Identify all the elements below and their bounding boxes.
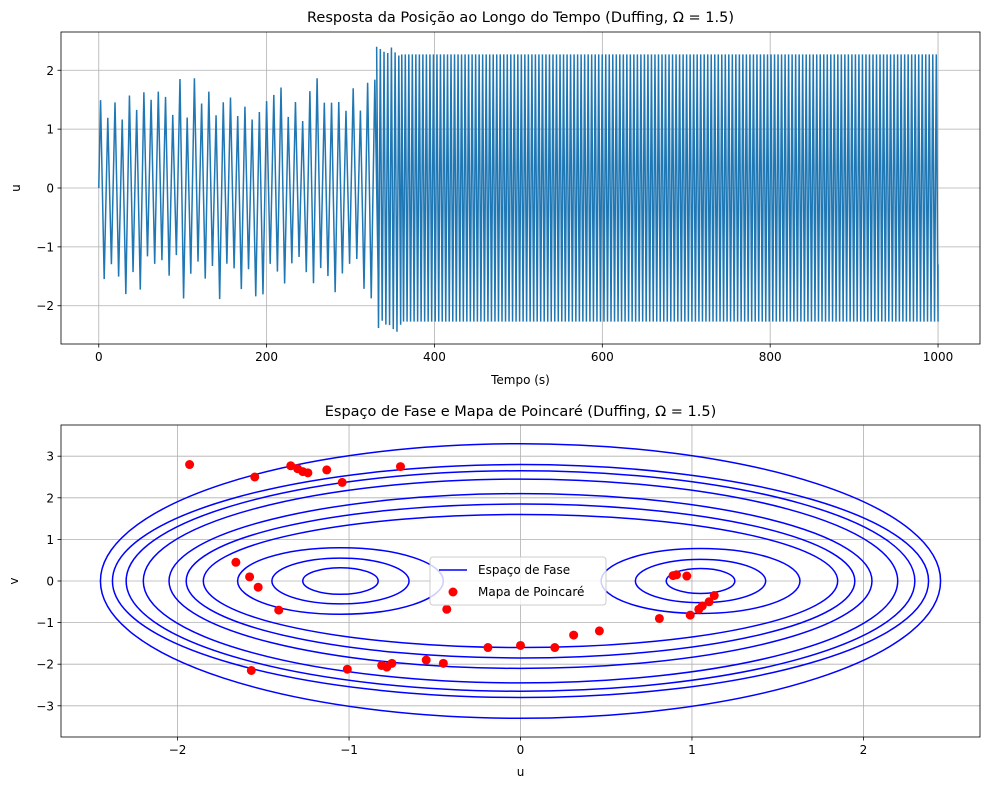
poincare-point — [438, 658, 448, 668]
y-tick-label: 0 — [46, 182, 54, 196]
x-axis-label: u — [517, 765, 525, 779]
y-tick-label: 0 — [46, 575, 54, 589]
poincare-point — [550, 643, 560, 653]
legend-entry-poincare-map: Mapa de Poincaré — [478, 585, 584, 599]
poincare-point — [387, 658, 397, 668]
poincare-point — [704, 597, 714, 607]
x-tick-label: 200 — [255, 350, 278, 364]
poincare-point — [569, 630, 579, 640]
phase-space-series — [99, 442, 942, 720]
poincare-point — [685, 610, 695, 620]
x-tick-label: −1 — [340, 743, 358, 757]
y-axis-ticks: 2 1 0 −1 −2 — [36, 64, 61, 313]
position-series-line — [98, 46, 939, 332]
x-axis-label: Tempo (s) — [490, 373, 550, 387]
y-tick-label: 3 — [46, 450, 54, 464]
legend: Espaço de Fase Mapa de Poincaré — [429, 556, 607, 606]
phase-orbit — [142, 478, 899, 684]
poincare-map-series — [185, 460, 719, 675]
time-response-plot: 0 200 400 600 800 1000 2 1 0 −1 −2 Resposta da Po… — [9, 10, 981, 387]
x-axis-ticks: 0 200 400 600 800 1000 — [95, 344, 953, 364]
y-tick-label: −1 — [36, 616, 54, 630]
chart-title: Resposta da Posição ao Longo do Tempo (D… — [307, 10, 734, 26]
phase-orbit — [111, 463, 930, 699]
poincare-point — [516, 640, 525, 650]
poincare-point — [250, 472, 260, 482]
phase-orbit — [99, 442, 942, 720]
y-tick-label: −1 — [36, 240, 54, 254]
phase-orbit — [125, 470, 916, 692]
x-axis-ticks: −2 −1 0 1 2 — [169, 737, 867, 757]
poincare-point — [594, 626, 604, 636]
x-tick-label: 2 — [860, 743, 868, 757]
poincare-point — [245, 572, 255, 582]
y-axis-ticks: 3 2 1 0 −1 −2 −3 — [36, 450, 61, 713]
x-tick-label: 800 — [759, 350, 782, 364]
y-tick-label: 2 — [46, 491, 54, 505]
poincare-point — [682, 571, 692, 581]
poincare-point — [709, 591, 719, 601]
x-tick-label: 1000 — [923, 350, 954, 364]
legend-marker-swatch — [448, 587, 458, 597]
poincare-point — [274, 605, 284, 615]
phase-space-plot: −2 −1 0 1 2 3 2 1 0 −1 −2 −3 Espaço de Fase Mapa d… — [7, 404, 981, 779]
legend-box — [429, 556, 607, 606]
phase-orbit — [302, 566, 379, 596]
phase-orbit — [168, 492, 873, 670]
poincare-point — [442, 604, 452, 614]
poincare-point — [246, 665, 256, 675]
poincare-point — [672, 570, 682, 580]
poincare-point — [395, 462, 405, 472]
y-tick-label: −2 — [36, 658, 54, 672]
poincare-point — [231, 557, 241, 567]
y-tick-label: 1 — [46, 533, 54, 547]
y-axis-label: u — [9, 184, 23, 192]
poincare-point — [322, 465, 332, 475]
phase-orbit — [271, 557, 410, 605]
poincare-point — [421, 655, 431, 665]
legend-entry-phase-space: Espaço de Fase — [478, 563, 570, 577]
poincare-point — [654, 613, 664, 623]
y-tick-label: −2 — [36, 299, 54, 313]
poincare-point — [483, 643, 493, 653]
y-tick-label: 1 — [46, 123, 54, 137]
y-tick-label: −3 — [36, 699, 54, 713]
plot-area — [98, 46, 939, 332]
poincare-point — [697, 601, 707, 611]
chart-title: Espaço de Fase e Mapa de Poincaré (Duffi… — [325, 404, 717, 420]
x-tick-label: 0 — [95, 350, 103, 364]
phase-orbit — [185, 503, 856, 659]
poincare-point — [185, 460, 195, 470]
poincare-point — [286, 461, 296, 471]
poincare-point — [337, 477, 347, 487]
y-axis-label: v — [7, 577, 21, 584]
poincare-point — [253, 582, 263, 592]
poincare-point — [303, 468, 313, 478]
poincare-point — [342, 664, 352, 674]
x-tick-label: 400 — [423, 350, 446, 364]
grid — [61, 425, 980, 737]
x-tick-label: 600 — [591, 350, 614, 364]
y-tick-label: 2 — [46, 64, 54, 78]
x-tick-label: −2 — [169, 743, 187, 757]
x-tick-label: 1 — [688, 743, 696, 757]
x-tick-label: 0 — [517, 743, 525, 757]
phase-orbit — [665, 567, 736, 595]
